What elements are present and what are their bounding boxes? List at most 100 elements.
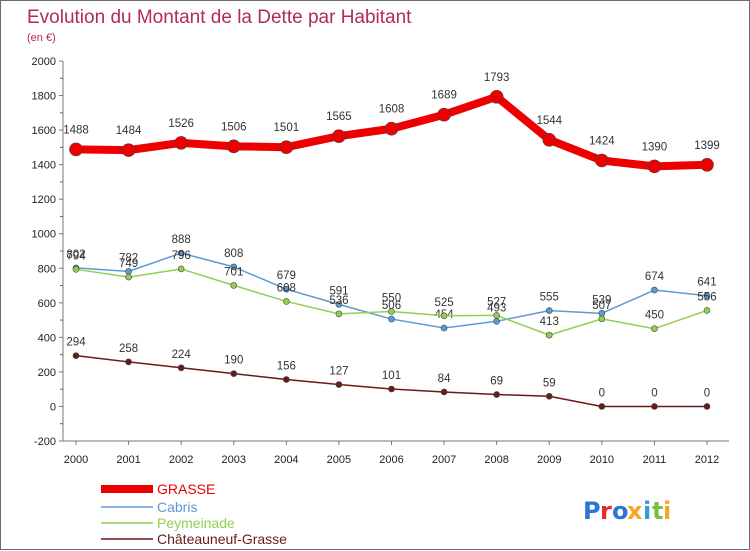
chart-subtitle: (en €) [27, 32, 56, 44]
data-point [647, 159, 662, 174]
data-label: 782 [119, 252, 138, 264]
data-point [489, 89, 504, 104]
data-label: 550 [382, 292, 401, 304]
data-point [703, 403, 711, 410]
data-label: 101 [382, 370, 401, 382]
data-point [651, 403, 658, 410]
y-tick-label: 1600 [32, 125, 56, 137]
data-point [279, 140, 294, 154]
data-point [545, 392, 553, 400]
data-point [437, 107, 451, 122]
y-tick-label: -200 [34, 436, 56, 448]
data-label: 1390 [642, 141, 668, 153]
data-label: 156 [277, 361, 296, 373]
data-label: 1501 [274, 122, 300, 134]
logo-letter: i [643, 497, 651, 525]
data-label: 258 [119, 343, 138, 355]
data-label: 1544 [536, 115, 562, 127]
data-point [177, 364, 185, 372]
series-peymeinade: 794 749 796 701 608 536 550 525 527 413 507 450 556 [66, 250, 717, 339]
data-label: 679 [277, 270, 296, 282]
data-label: 493 [487, 302, 506, 314]
data-point [174, 136, 188, 150]
data-point [226, 139, 241, 154]
data-label: 802 [66, 249, 85, 261]
data-point [598, 315, 606, 323]
y-tick-label: 2000 [32, 56, 56, 68]
x-tick-label: 2010 [590, 454, 614, 466]
data-label: 413 [540, 316, 559, 328]
data-point [125, 273, 132, 281]
data-point [542, 132, 557, 147]
data-label: 888 [172, 234, 191, 246]
logo-letter: P [583, 497, 601, 525]
data-point [703, 307, 711, 314]
data-label: 190 [224, 355, 243, 367]
data-label: 1506 [221, 121, 247, 133]
data-label: 674 [645, 271, 665, 283]
logo-letter: i [663, 497, 671, 525]
series-cabris: 802782888808679591506454493555539674641 [66, 234, 717, 332]
logo-letter: o [612, 497, 629, 525]
data-label: 701 [224, 266, 243, 278]
x-tick-label: 2004 [274, 454, 298, 466]
data-label: 224 [172, 349, 192, 361]
logo-letter: t [652, 497, 663, 525]
data-point [177, 249, 185, 257]
data-label: 796 [172, 250, 191, 262]
data-point [332, 129, 346, 143]
series-ch-teauneuf-grasse: 294 258 224 190 156 127 101 84 69 59 0 0 0 [66, 337, 711, 410]
legend-entry: Cabris [157, 499, 197, 515]
y-tick-label: 1400 [32, 160, 56, 172]
data-label: 608 [277, 282, 296, 294]
x-tick-label: 2000 [64, 454, 88, 466]
data-label: 84 [438, 373, 451, 385]
data-point [493, 317, 500, 325]
data-point [651, 286, 658, 294]
data-label: 1793 [484, 72, 510, 84]
data-label: 0 [704, 387, 710, 399]
y-tick-label: 0 [50, 401, 56, 413]
data-label: 294 [66, 337, 86, 349]
y-tick-label: 1800 [32, 91, 56, 103]
series-layer: 1488 1484 1526 1506 1501 1565 1608 1689 1793 1544… [63, 72, 720, 410]
data-point [230, 263, 238, 271]
data-point [283, 285, 290, 293]
data-point [651, 325, 658, 333]
data-point [69, 142, 83, 157]
x-tick-label: 2002 [169, 454, 193, 466]
data-point [121, 143, 136, 157]
data-label: 69 [490, 376, 503, 388]
data-point [283, 376, 290, 383]
data-point [335, 310, 343, 318]
data-point [384, 121, 399, 136]
data-label: 749 [119, 258, 138, 270]
data-point [388, 385, 395, 393]
logo-letter: x [627, 497, 643, 525]
y-tick-label: 400 [38, 332, 56, 344]
data-label: 1484 [116, 125, 142, 137]
data-label: 1424 [589, 135, 615, 147]
data-point [703, 292, 711, 300]
data-point [440, 312, 448, 320]
x-tick-label: 2005 [327, 454, 351, 466]
legend-entry: Peymeinade [157, 515, 235, 531]
data-label: 1488 [63, 124, 89, 136]
data-point [388, 308, 395, 315]
data-label: 1399 [694, 140, 720, 152]
data-point [335, 301, 343, 308]
data-point [72, 352, 80, 359]
x-tick-label: 2003 [222, 454, 246, 466]
data-point [230, 282, 238, 289]
data-point [283, 298, 290, 305]
data-label: 527 [487, 296, 506, 308]
x-tick-label: 2008 [484, 454, 508, 466]
data-point [125, 358, 132, 366]
series-grasse: 1488 1484 1526 1506 1501 1565 1608 1689 1793 1544… [63, 72, 720, 174]
data-label: 808 [224, 248, 243, 260]
logo-letter: r [600, 497, 612, 525]
y-tick-label: 1000 [32, 229, 56, 241]
